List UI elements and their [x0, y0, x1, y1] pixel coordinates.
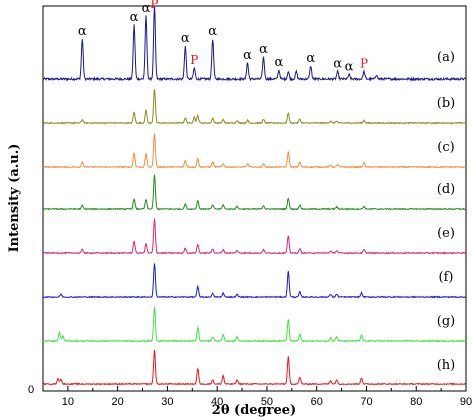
- phase-alpha-annotation: α: [274, 55, 283, 70]
- series-label: (c): [437, 140, 454, 155]
- series-label: (b): [437, 96, 455, 111]
- xrd-pattern-line: [42, 5, 467, 82]
- phase-alpha-annotation: α: [306, 51, 315, 66]
- phase-alpha-annotation: α: [333, 57, 342, 72]
- xrd-pattern-line: [43, 263, 467, 299]
- phase-alpha-annotation: α: [78, 24, 87, 39]
- phase-p-annotation: P: [190, 53, 198, 67]
- y-axis-label: Intensity (a.u.): [7, 144, 22, 253]
- x-axis-label: 2θ (degree): [212, 403, 296, 418]
- series-label: (e): [437, 226, 455, 241]
- xrd-pattern-line: [42, 174, 466, 211]
- series-label: (h): [437, 358, 456, 373]
- phase-alpha-annotation: α: [181, 31, 190, 46]
- xrd-pattern-line: [42, 218, 467, 255]
- xrd-pattern-line: [42, 133, 467, 169]
- x-tick-label: 10: [62, 396, 74, 408]
- series-label: (f): [439, 270, 454, 285]
- phase-p-annotation: P: [360, 57, 368, 71]
- x-tick-label: 20: [112, 396, 124, 408]
- x-tick-label: 40: [211, 396, 223, 408]
- phase-alpha-annotation: α: [345, 60, 354, 75]
- series-label: (a): [437, 50, 455, 65]
- xrd-pattern-line: [42, 306, 467, 343]
- phase-alpha-annotation: α: [243, 48, 252, 63]
- phase-alpha-annotation: α: [259, 42, 268, 57]
- phase-alpha-annotation: α: [130, 10, 139, 25]
- panel-labels: (a) (b) (c) (d) (e) (f) (g) (h): [437, 50, 456, 373]
- phase-alpha-annotation: α: [208, 24, 217, 39]
- x-tick-label: 70: [360, 396, 372, 408]
- x-tick-label: 30: [161, 396, 173, 408]
- x-tick-label: 50: [261, 396, 273, 408]
- phase-alpha-annotation: α: [142, 1, 151, 16]
- series-label: (d): [437, 182, 455, 197]
- xrd-pattern-line: [42, 89, 467, 125]
- x-tick-label: 60: [311, 396, 323, 408]
- series-layer: [42, 5, 467, 386]
- y-zero-label: 0: [28, 384, 34, 396]
- phase-p-annotation: P: [150, 0, 158, 11]
- xrd-pattern-line: [42, 350, 467, 386]
- x-tick-label: 90: [460, 396, 472, 408]
- x-tick-label: 80: [410, 396, 422, 408]
- series-label: (g): [437, 314, 455, 329]
- plot-frame: [42, 5, 467, 392]
- x-axis: 10 20 30 40 50 60 70 80 90: [42, 386, 472, 408]
